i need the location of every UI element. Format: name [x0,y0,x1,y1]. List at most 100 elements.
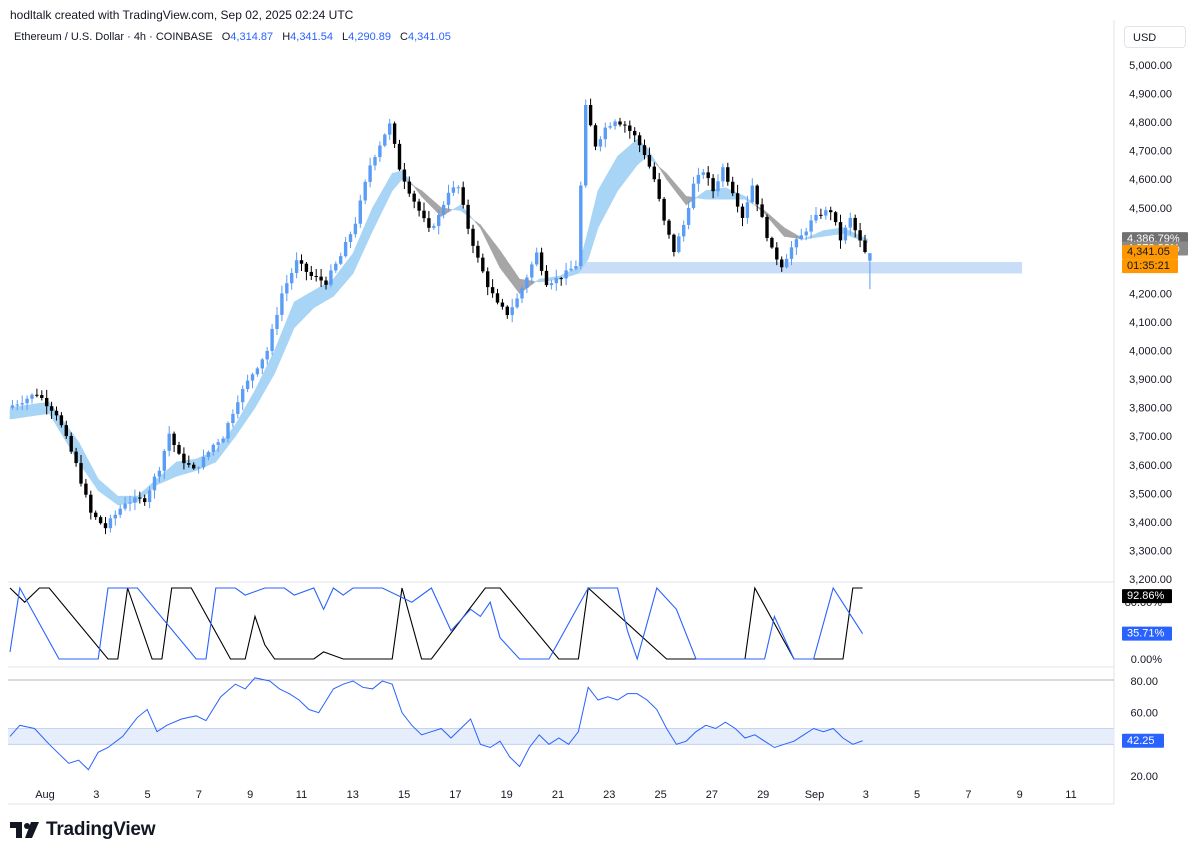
candle-body [456,187,460,189]
candle-body [505,306,509,316]
candle-body [667,220,671,235]
candle-body [549,283,554,286]
candle-body [628,125,632,131]
ma-ribbon-segment [666,172,672,187]
ma-ribbon-segment [107,486,114,502]
candle-body [579,185,583,267]
ma-ribbon-segment [166,465,172,481]
price-axis[interactable]: 5,000.00 4,900.00 4,800.00 4,700.00 4,600.00… [1125,60,1172,783]
candle-body [441,204,446,215]
time-tick-label: 15 [398,789,410,801]
candle-body [642,145,647,156]
ma-ribbon-segment [318,284,324,306]
symbol-title[interactable]: Ethereum / U.S. Dollar · 4h · COINBASE [14,31,213,43]
ma-ribbon-segment [230,423,236,444]
candle-body [637,135,642,146]
time-tick-label: 3 [863,789,869,801]
time-tick-label: 9 [247,789,253,801]
candle-body [535,252,539,265]
candle-body [686,207,691,225]
candle-body [407,181,411,194]
ma-ribbon-segment [681,189,687,206]
candle-body [613,121,617,127]
ma-ribbon-segment [29,403,35,417]
candle-body [672,234,676,252]
candle-body [392,123,397,144]
candle-body [152,476,157,491]
time-axis[interactable]: Aug 3 5 7 9 11 13 15 17 19 21 23 25 27 29 Sep 3 5 7 9 11 [35,789,1077,801]
candle-body [128,502,132,504]
candle-body [196,467,201,469]
candle-body [383,134,387,146]
candle-body [206,451,211,457]
ma-ribbon-segment [828,228,834,236]
ma-ribbon-segment [372,198,378,231]
oscillator-1-blue-value-badge-bg [1122,626,1172,641]
oscillator-1-layer [9,586,864,661]
price-tick-label: 3,400.00 [1129,517,1172,529]
candle-body [848,217,852,228]
candle-body [138,497,142,499]
candle-body [721,167,725,182]
price-tick-label: 4,600.00 [1129,174,1172,186]
candle-body [79,463,83,484]
candle-body [182,453,186,464]
countdown-badge-bg [1122,259,1178,274]
countdown-badge: 01:35:21 [1127,260,1170,272]
currency-selector[interactable]: USD [1124,26,1186,48]
low-label: L [342,31,349,43]
ma-ribbon-segment [455,204,462,211]
candle-body [819,214,823,216]
candle-body [319,276,323,281]
ma-ribbon-segment [367,207,373,242]
ma-ribbon-segment [612,155,618,201]
candle-body [40,395,44,399]
oscillator-2-tick-label: 20.00 [1130,771,1158,783]
candle-body [574,266,578,269]
candle-body [353,223,358,235]
ma-ribbon-segment [39,402,45,416]
candle-body [167,433,171,451]
price-tick-label: 4,100.00 [1129,317,1172,329]
candle-body [412,193,416,202]
candle-body [270,328,274,351]
candle-body [84,483,88,495]
candle-body [765,216,769,238]
candle-body [250,374,255,381]
ma-ribbon-segment [93,469,99,492]
ma-ribbon-segment [269,350,275,384]
candle-body [525,277,529,288]
ma-ribbon-segment [592,190,599,244]
candle-body [20,403,24,405]
ma-ribbon-segment [813,232,819,239]
candle-body [35,394,39,396]
oscillator-1-blue-value-badge: 35.71% [1127,628,1165,640]
candle-body [108,518,113,529]
tradingview-logo-icon [10,822,39,838]
price-tick-label: 3,300.00 [1129,545,1172,557]
oscillator-1-black-line [9,586,863,660]
high-label: H [282,31,291,43]
ma-ribbon-segment [117,495,123,506]
ma-ribbon-segment [377,189,383,221]
tradingview-logo[interactable]: TradingView [10,819,156,841]
ma-ribbon-segment [514,271,520,295]
ma-ribbon-segment [788,230,795,239]
time-tick-label: 13 [347,789,359,801]
candle-body [314,275,318,277]
ma-ribbon-segment [112,491,119,506]
candle-body [98,517,103,524]
candle-body [706,172,710,179]
candle-body [775,247,779,260]
ma-ribbon-segment [779,222,785,238]
candle-body [495,293,500,303]
candle-body [760,204,764,217]
candle-body [603,127,607,140]
candle-body [735,193,740,207]
candle-body [833,212,838,223]
ma-ribbon-segment [617,151,623,192]
time-tick-label: Sep [805,789,825,801]
price-tick-label: 4,200.00 [1129,288,1172,300]
ma-ribbon-segment [774,218,780,232]
oscillator-1-black-value-badge: 92.86% [1127,590,1165,602]
